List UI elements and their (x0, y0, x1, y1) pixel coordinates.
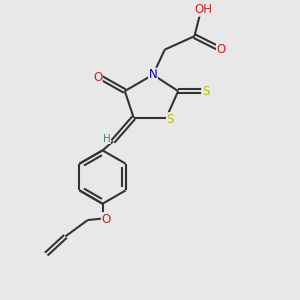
Text: OH: OH (194, 3, 212, 16)
Text: O: O (217, 43, 226, 56)
Text: N: N (148, 68, 157, 81)
Text: O: O (93, 71, 102, 84)
Text: S: S (167, 113, 174, 126)
Text: S: S (202, 85, 209, 98)
Text: H: H (103, 134, 110, 143)
Text: O: O (101, 213, 111, 226)
